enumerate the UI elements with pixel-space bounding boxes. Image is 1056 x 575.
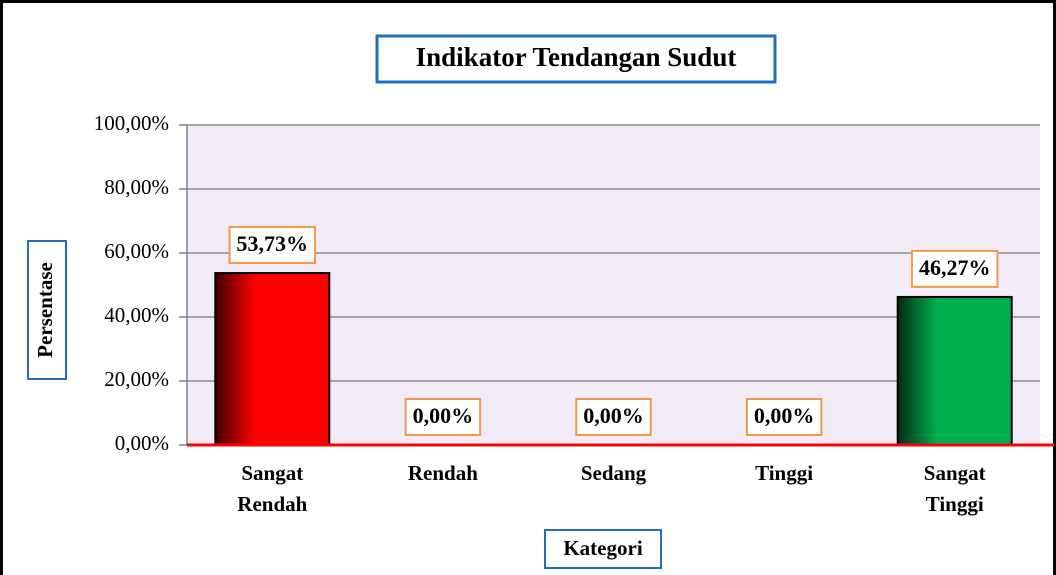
x-axis-label: Kategori (563, 536, 642, 560)
value-label-box (228, 226, 317, 265)
y-tick-label: 20,00% (104, 367, 169, 391)
value-label-box (575, 398, 652, 436)
x-tick-label: Sangat Rendah (237, 461, 307, 516)
x-tick-label: Rendah (408, 461, 478, 485)
value-label: 46,27% (919, 255, 991, 280)
value-label: 0,00% (413, 403, 474, 428)
y-tick-label: 0,00% (115, 431, 169, 455)
y-tick-label: 40,00% (104, 303, 169, 327)
x-label-box (544, 529, 662, 569)
value-label-box (745, 398, 823, 436)
value-label-box (910, 249, 999, 288)
title-box (375, 34, 777, 84)
value-label-box (404, 398, 482, 436)
bar (214, 272, 331, 446)
value-label: 53,73% (237, 231, 309, 256)
value-label: 0,00% (583, 403, 644, 428)
y-axis-label: Persentase (33, 262, 57, 358)
chart-title: Indikator Tendangan Sudut (416, 42, 737, 72)
x-tick-label: Sangat Tinggi (924, 461, 986, 516)
value-label: 0,00% (754, 403, 815, 428)
y-label-box (27, 240, 67, 380)
bar (896, 295, 1013, 446)
y-tick-label: 60,00% (104, 239, 169, 263)
x-tick-label: Tinggi (755, 461, 813, 485)
y-tick-label: 80,00% (104, 175, 169, 199)
y-tick-label: 100,00% (94, 111, 169, 135)
x-tick-label: Sedang (581, 461, 647, 485)
